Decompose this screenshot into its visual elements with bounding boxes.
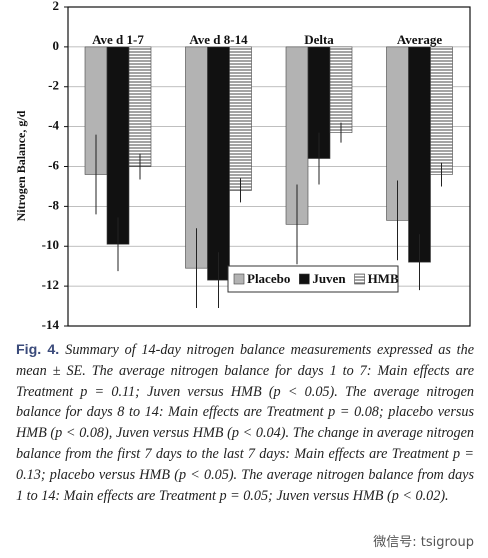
- category-label: Delta: [304, 32, 334, 47]
- y-tick-label: -4: [48, 118, 59, 133]
- legend-swatch: [354, 273, 365, 285]
- y-tick-label: -6: [48, 157, 59, 172]
- y-tick-label: 0: [53, 38, 60, 53]
- category-label: Ave d 1-7: [92, 32, 144, 47]
- y-tick-label: 2: [53, 0, 60, 13]
- legend-box: [227, 265, 399, 293]
- y-tick-label: -8: [48, 197, 59, 212]
- legend-label: HMB: [368, 271, 399, 286]
- y-tick-label: -10: [42, 237, 59, 252]
- bar: [229, 46, 252, 191]
- y-tick-label: -14: [42, 317, 60, 332]
- caption-label: Fig. 4.: [16, 342, 60, 358]
- y-tick-label: -2: [48, 78, 59, 93]
- legend-label: Placebo: [247, 271, 290, 286]
- category-label: Average: [397, 32, 442, 47]
- y-axis-title: Nitrogen Balance, g/d: [14, 110, 28, 221]
- bar: [207, 46, 230, 281]
- plot-frame: [67, 6, 471, 327]
- category-label: Ave d 8-14: [189, 32, 248, 47]
- legend-swatch: [233, 273, 245, 285]
- caption: Fig. 4. Summary of 14-day nitrogen balanc…: [16, 340, 474, 506]
- bar: [106, 46, 130, 245]
- watermark: 微信号: tsigroup: [373, 531, 474, 550]
- bar: [430, 46, 453, 175]
- y-tick-label: -12: [42, 277, 59, 292]
- bar: [329, 46, 353, 133]
- bar: [408, 46, 431, 263]
- chart: Nitrogen Balance, g/d 2 0 -2 -4 -6 -8 -10 -12 -1…: [14, 0, 471, 332]
- legend-swatch: [299, 273, 310, 285]
- bar: [128, 46, 152, 167]
- caption-text: Summary of 14-day nitrogen balance measu…: [16, 342, 474, 504]
- legend-label: Juven: [312, 271, 346, 286]
